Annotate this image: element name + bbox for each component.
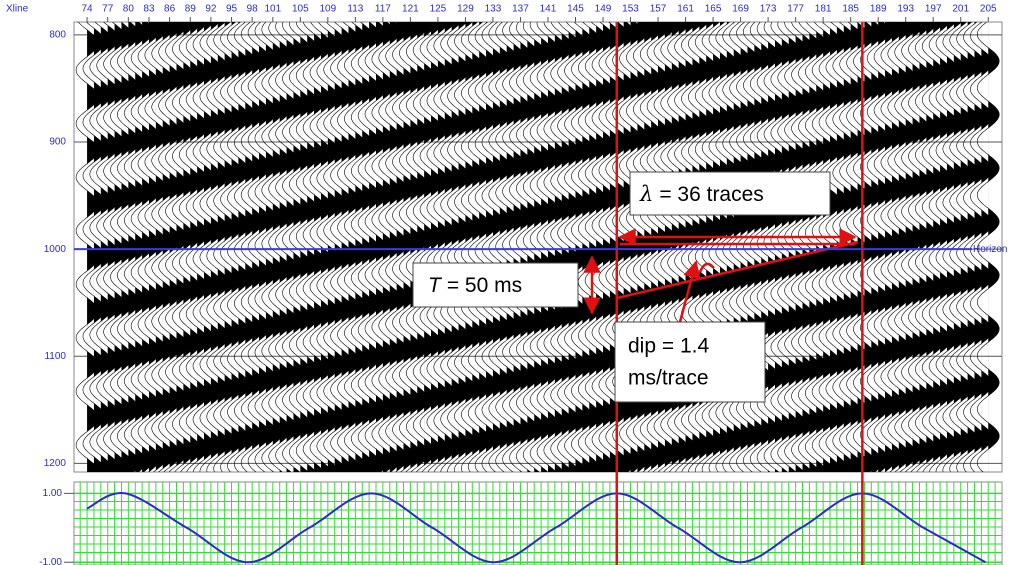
x-tick-label: 185 <box>842 4 859 15</box>
annotation-wavelength: λ = 36 traces <box>630 172 830 215</box>
x-tick-label: 89 <box>185 4 197 15</box>
x-tick-label: 83 <box>143 4 155 15</box>
x-tick-label: 189 <box>870 4 887 15</box>
x-tick-label: 77 <box>102 4 114 15</box>
x-tick-label: 165 <box>705 4 722 15</box>
x-tick-label: 98 <box>247 4 259 15</box>
x-tick-label: 173 <box>760 4 777 15</box>
x-tick-label: 121 <box>402 4 419 15</box>
x-tick-label: 145 <box>567 4 584 15</box>
horizon-label: Horizon <box>973 244 1007 255</box>
x-tick-label: 74 <box>82 4 94 15</box>
seismic-window: Xline 74 77 80 83 86 89 92 95 98 101 105 109 113 117 1… <box>0 0 1018 565</box>
x-tick-label: 137 <box>512 4 529 15</box>
text: = 36 traces <box>659 183 763 206</box>
x-tick-label: 86 <box>164 4 176 15</box>
dip-label-line: ms/trace <box>628 367 709 390</box>
x-tick-label: 113 <box>347 4 363 15</box>
x-tick-label: 95 <box>226 4 238 15</box>
x-tick-label: 153 <box>622 4 639 15</box>
x-tick-label: 149 <box>595 4 612 15</box>
y-tick-label: 1100 <box>44 351 66 362</box>
x-tick-label: 205 <box>980 4 997 15</box>
x-axis-label: Xline <box>6 4 29 15</box>
x-tick-label: 109 <box>319 4 336 15</box>
x-tick-label: 181 <box>815 4 832 15</box>
y-tick-label: 1.00 <box>43 488 63 499</box>
x-tick-label: 80 <box>123 4 135 15</box>
x-tick-label: 161 <box>677 4 694 15</box>
x-tick-label: 193 <box>897 4 914 15</box>
x-tick-label: 117 <box>375 4 391 15</box>
x-tick-label: 141 <box>540 4 557 15</box>
dip-label-line: dip = 1.4 <box>628 335 709 358</box>
y-tick-label: 800 <box>49 29 66 40</box>
y-tick-label: 900 <box>49 137 66 148</box>
x-tick-label: 169 <box>732 4 749 15</box>
x-tick-label: 125 <box>430 4 447 15</box>
y-tick-label: 1200 <box>44 458 67 469</box>
y-tick-label: 1000 <box>44 244 67 255</box>
symbol: λ <box>639 182 653 206</box>
annotation-period: T= 50 ms <box>413 263 578 307</box>
y-tick-label: -1.00 <box>39 557 62 565</box>
x-tick-label: 177 <box>787 4 804 15</box>
text: = 50 ms <box>447 274 522 297</box>
symbol: T <box>428 274 443 297</box>
x-tick-label: 157 <box>650 4 667 15</box>
x-tick-label: 201 <box>952 4 969 15</box>
x-tick-label: 133 <box>485 4 502 15</box>
x-tick-label: 92 <box>205 4 217 15</box>
annotation-dip: dip = 1.4 ms/trace <box>615 322 765 402</box>
x-tick-label: 129 <box>457 4 474 15</box>
x-tick-label: 105 <box>292 4 309 15</box>
x-tick-label: 101 <box>264 4 281 15</box>
x-tick-label: 197 <box>925 4 942 15</box>
